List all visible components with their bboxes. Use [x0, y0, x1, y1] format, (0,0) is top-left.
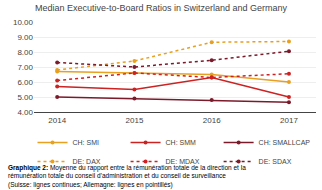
- svg-text:Graphique 2: Moyenne du rappor: Graphique 2: Moyenne du rapport entre la…: [8, 164, 246, 189]
- svg-text:2015: 2015: [126, 116, 144, 125]
- svg-text:2016: 2016: [203, 116, 221, 125]
- svg-text:DE: DAX: DE: DAX: [73, 158, 101, 165]
- svg-text:2017: 2017: [280, 116, 298, 125]
- svg-text:Median Executive-to-Board Rati: Median Executive-to-Board Ratios in Swit…: [35, 3, 288, 13]
- svg-text:CH: SMI: CH: SMI: [73, 139, 100, 146]
- svg-text:6.00: 6.00: [17, 78, 33, 87]
- svg-text:10.00: 10.00: [13, 18, 34, 27]
- svg-text:9.00: 9.00: [17, 33, 33, 42]
- svg-text:5.00: 5.00: [17, 93, 33, 102]
- svg-text:2014: 2014: [48, 116, 66, 125]
- svg-text:8.00: 8.00: [17, 48, 33, 57]
- svg-text:4.00: 4.00: [17, 108, 33, 117]
- svg-text:CH: SMM: CH: SMM: [166, 139, 197, 146]
- svg-text:7.00: 7.00: [17, 63, 33, 72]
- svg-text:CH: SMALLCAP: CH: SMALLCAP: [259, 139, 311, 146]
- svg-text:DE: MDAX: DE: MDAX: [166, 158, 200, 165]
- svg-text:DE: SDAX: DE: SDAX: [259, 158, 292, 165]
